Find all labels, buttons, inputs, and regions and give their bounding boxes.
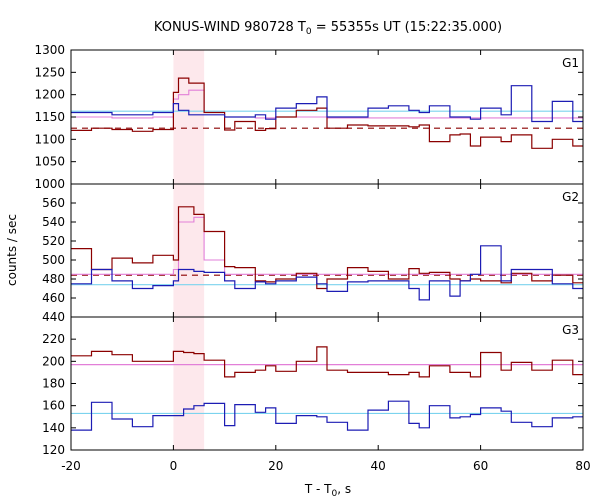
y-tick-label: 220	[42, 332, 65, 346]
panel-label-g1: G1	[562, 56, 579, 70]
xlabel-subscript: 0	[332, 489, 338, 499]
panel-label-g2: G2	[562, 190, 579, 204]
panel-label-g3: G3	[562, 323, 579, 337]
panel-frame	[70, 316, 584, 451]
panel-plot-group	[71, 77, 583, 149]
y-tick-label: 200	[42, 354, 65, 368]
xlabel-rest: , s	[337, 482, 351, 496]
y-axis-label: counts / sec	[5, 214, 19, 286]
y-tick-label: 1100	[34, 132, 65, 146]
panel-frame	[70, 183, 584, 318]
x-tick-label: -20	[61, 459, 81, 473]
y-tick-label: 180	[42, 377, 65, 391]
series-red-histogram	[71, 346, 583, 378]
title-subscript: 0	[306, 27, 312, 37]
panel-plot-group	[71, 206, 583, 301]
series-blue-histogram	[71, 400, 583, 431]
highlight-band	[173, 317, 205, 450]
panel-g3: 120 140 160 180 200 220 G3	[42, 316, 584, 457]
y-tick-label: 140	[42, 421, 65, 435]
y-tick-label: 440	[42, 310, 65, 324]
y-tick-label: 1250	[34, 65, 65, 79]
panel-plot-group	[71, 346, 583, 431]
y-tick-label: 1050	[34, 155, 65, 169]
y-tick-label: 1200	[34, 88, 65, 102]
source-model-curve	[71, 216, 583, 275]
y-tick-label: 500	[42, 253, 65, 267]
y-tick-label: 480	[42, 272, 65, 286]
y-tick-label: 460	[42, 291, 65, 305]
x-tick-label: 40	[371, 459, 386, 473]
series-blue-histogram	[71, 245, 583, 301]
y-tick-label: 520	[42, 234, 65, 248]
series-red-histogram	[71, 206, 583, 290]
title-rest: = 55355s UT (15:22:35.000)	[312, 20, 502, 35]
panel-g1: 1000 1050 1100 1150 1200 1250 1300 G1	[34, 43, 584, 191]
x-tick-label: 20	[268, 459, 283, 473]
y-tick-label: 160	[42, 399, 65, 413]
y-tick-label: 1000	[34, 177, 65, 191]
y-tick-label: 560	[42, 196, 65, 210]
x-tick-label: 0	[170, 459, 178, 473]
y-tick-label: 1300	[34, 43, 65, 57]
x-axis-label: T - T0, s	[304, 482, 351, 499]
x-tick-label: 80	[575, 459, 590, 473]
x-tick-label: 60	[473, 459, 488, 473]
y-tick-label: 1150	[34, 110, 65, 124]
y-tick-label: 540	[42, 215, 65, 229]
series-blue-histogram	[71, 85, 583, 123]
y-tick-label: 120	[42, 443, 65, 457]
plot-area: 1000105011001150120012501300G14404604805…	[34, 43, 590, 473]
highlight-band	[173, 50, 205, 184]
chart-title: KONUS-WIND 980728 T0 = 55355s UT (15:22:…	[154, 20, 502, 37]
panel-g2: 440 460 480 500 520 540 560 G2	[42, 183, 584, 324]
